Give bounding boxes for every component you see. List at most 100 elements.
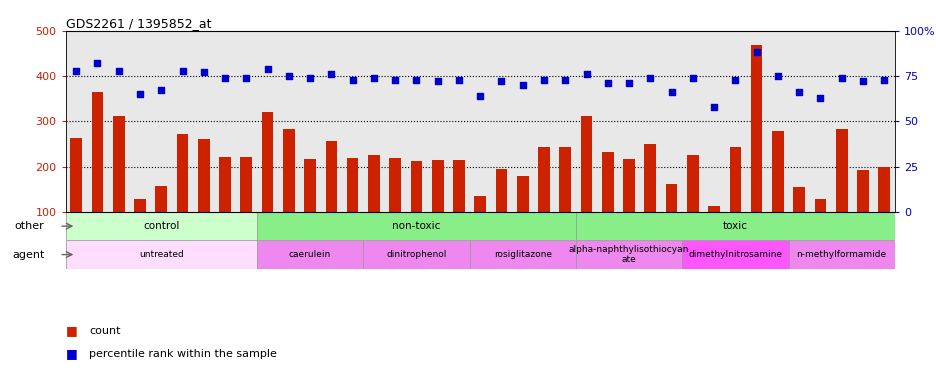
Bar xyxy=(856,170,868,212)
Point xyxy=(706,104,721,110)
Bar xyxy=(431,160,443,212)
Bar xyxy=(177,134,188,212)
Bar xyxy=(410,161,422,212)
Text: dimethylnitrosamine: dimethylnitrosamine xyxy=(688,250,782,259)
Point xyxy=(536,76,551,83)
Bar xyxy=(793,187,804,212)
Bar xyxy=(155,186,167,212)
Bar xyxy=(92,92,103,212)
Point xyxy=(111,68,126,74)
Bar xyxy=(665,184,677,212)
Bar xyxy=(835,129,847,212)
Bar xyxy=(241,157,252,212)
Bar xyxy=(601,152,613,212)
Point xyxy=(855,78,870,84)
Text: non-toxic: non-toxic xyxy=(392,221,440,231)
Bar xyxy=(877,167,889,212)
Point xyxy=(769,73,784,79)
Point xyxy=(876,76,891,83)
Bar xyxy=(559,147,571,212)
Text: percentile rank within the sample: percentile rank within the sample xyxy=(89,349,277,359)
Point xyxy=(833,75,848,81)
Bar xyxy=(495,169,506,212)
Bar xyxy=(112,116,124,212)
Text: count: count xyxy=(89,326,121,336)
Point xyxy=(621,80,636,86)
Bar xyxy=(813,199,826,212)
Bar xyxy=(368,155,379,212)
Bar xyxy=(66,212,256,240)
Bar xyxy=(576,212,894,240)
Text: ■: ■ xyxy=(66,347,78,360)
Bar xyxy=(576,240,681,269)
Point xyxy=(154,88,168,94)
Point xyxy=(68,68,83,74)
Point xyxy=(132,91,147,97)
Point xyxy=(344,76,359,83)
Text: untreated: untreated xyxy=(139,250,183,259)
Bar xyxy=(219,157,230,212)
Text: GDS2261 / 1395852_at: GDS2261 / 1395852_at xyxy=(66,17,211,30)
Bar xyxy=(771,131,782,212)
Point xyxy=(515,82,530,88)
Point xyxy=(239,75,254,81)
Point xyxy=(749,50,764,56)
Text: rosiglitazone: rosiglitazone xyxy=(493,250,551,259)
Bar xyxy=(70,138,82,212)
Bar xyxy=(644,144,655,212)
Text: dinitrophenol: dinitrophenol xyxy=(386,250,446,259)
Bar xyxy=(256,212,576,240)
Point xyxy=(90,60,105,66)
Point xyxy=(557,76,572,83)
Point xyxy=(324,71,339,77)
Bar xyxy=(686,155,698,212)
Bar xyxy=(134,199,146,212)
Bar xyxy=(622,159,635,212)
Point xyxy=(578,71,593,77)
Bar xyxy=(261,112,273,212)
Point xyxy=(175,68,190,74)
Point xyxy=(302,75,317,81)
Point xyxy=(260,66,275,72)
Bar xyxy=(388,157,401,212)
Bar xyxy=(304,159,315,212)
Bar xyxy=(750,45,762,212)
Point xyxy=(281,73,296,79)
Bar xyxy=(197,139,210,212)
Point xyxy=(217,75,232,81)
Bar xyxy=(283,129,295,212)
Text: toxic: toxic xyxy=(722,221,747,231)
Bar xyxy=(469,240,576,269)
Bar xyxy=(517,176,528,212)
Bar xyxy=(681,240,788,269)
Point xyxy=(430,78,445,84)
Point xyxy=(642,75,657,81)
Point xyxy=(727,76,742,83)
Bar xyxy=(256,240,363,269)
Point xyxy=(366,75,381,81)
Bar xyxy=(453,160,464,212)
Text: agent: agent xyxy=(12,250,44,260)
Bar xyxy=(580,116,592,212)
Bar xyxy=(729,147,740,212)
Bar xyxy=(325,141,337,212)
Bar xyxy=(363,240,469,269)
Text: caerulein: caerulein xyxy=(288,250,331,259)
Text: control: control xyxy=(143,221,180,231)
Point xyxy=(791,89,806,95)
Point xyxy=(197,70,212,76)
Text: n-methylformamide: n-methylformamide xyxy=(796,250,885,259)
Text: other: other xyxy=(15,221,44,231)
Bar xyxy=(474,197,486,212)
Point xyxy=(493,78,508,84)
Point xyxy=(388,76,402,83)
Bar xyxy=(537,147,549,212)
Point xyxy=(600,80,615,86)
Point xyxy=(408,76,423,83)
Point xyxy=(684,75,699,81)
Bar xyxy=(788,240,894,269)
Point xyxy=(472,93,487,99)
Bar xyxy=(346,157,358,212)
Text: ■: ■ xyxy=(66,324,78,337)
Bar xyxy=(708,207,719,212)
